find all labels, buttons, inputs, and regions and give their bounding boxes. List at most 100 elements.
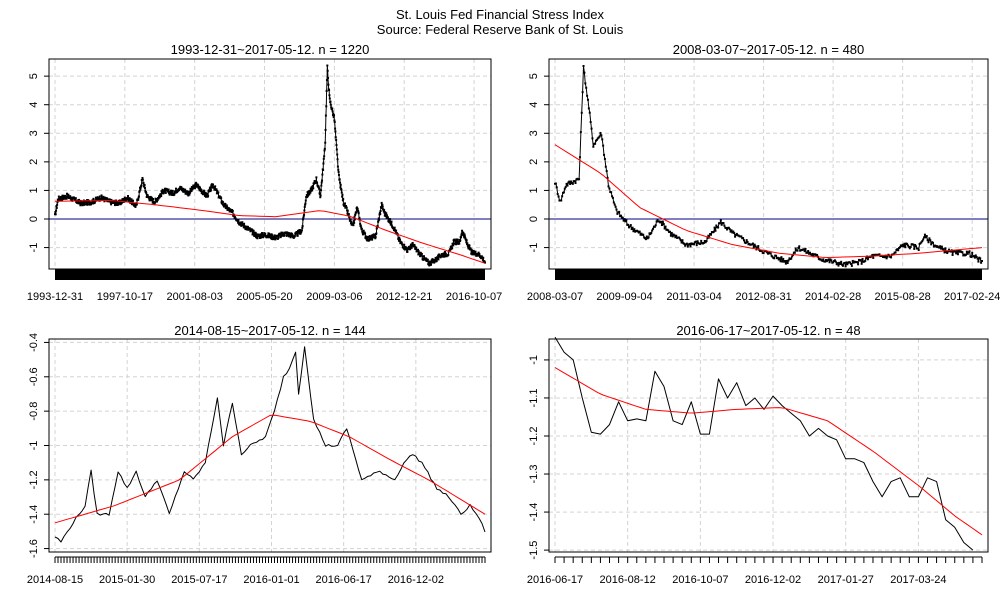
data-point [268,232,271,235]
data-point [569,183,572,186]
data-point [323,147,326,150]
data-point [108,198,111,201]
data-point [54,213,57,216]
data-point [209,190,212,193]
data-point [909,246,912,249]
data-point [803,250,806,253]
data-point [578,156,581,159]
data-point [194,182,197,185]
data-point [70,196,73,199]
data-point [83,203,86,206]
data-point [326,69,329,72]
data-point [80,200,83,203]
data-point [629,224,632,227]
data-point [303,209,306,212]
data-point [961,251,964,254]
data-point [300,231,303,234]
data-point [917,248,920,251]
data-point [742,237,745,240]
data-point [263,232,266,235]
data-point [215,188,218,191]
data-point [339,186,342,189]
y-tick-label: -1.2 [28,470,40,489]
data-point [669,234,672,237]
data-point [419,251,422,254]
data-point [302,216,305,219]
data-point [329,103,332,106]
data-point [117,202,120,205]
data-point [370,235,373,238]
data-point [128,198,131,201]
data-point [103,196,106,199]
data-point [277,234,280,237]
y-tick-label: -1 [528,355,540,365]
data-point [211,186,214,189]
data-point [286,231,289,234]
data-point [74,199,77,202]
y-tick-label: 3 [28,130,40,136]
data-point [236,218,239,221]
data-point [217,191,220,194]
data-point [705,240,708,243]
data-point [254,232,257,235]
data-point [974,254,977,257]
data-point [790,257,793,260]
data-point [422,255,425,258]
data-point [208,189,211,192]
data-point [615,208,618,211]
data-point [966,252,969,255]
data-point [146,195,149,198]
data-point [431,261,434,264]
data-point [358,216,361,219]
data-point [105,198,108,201]
data-point [248,227,251,230]
data-point [981,260,983,263]
data-point [193,184,196,187]
data-point [907,244,910,247]
data-point [776,256,779,259]
data-point [81,202,84,205]
data-point [360,227,363,230]
data-point [926,239,929,242]
data-point [143,187,146,190]
data-point [325,79,328,82]
data-point [61,199,64,202]
data-point [167,188,170,191]
data-point [802,248,805,251]
data-point [380,201,383,204]
y-tick-label: 1 [28,187,40,193]
data-point [381,205,384,208]
data-point [358,218,361,221]
data-point [144,189,147,192]
data-point [808,252,811,255]
data-point [337,173,340,176]
data-point [169,192,172,195]
x-tick-label: 2016-12-02 [745,574,801,586]
data-point [113,204,116,207]
data-point [603,153,606,156]
y-tick-label: -1.4 [528,503,540,522]
data-point [563,187,566,190]
data-point [395,232,398,235]
data-point [611,195,614,198]
data-point [608,187,611,190]
data-point [652,227,655,230]
data-point [74,197,77,200]
data-point [170,193,173,196]
data-point [418,251,421,254]
data-point [717,226,720,229]
x-tick-label: 2008-03-07 [527,291,583,303]
data-point [319,189,322,192]
data-point [110,198,113,201]
data-point [289,233,292,236]
data-point [62,197,65,200]
data-point [437,258,440,261]
data-point [385,212,388,215]
data-point [603,157,606,160]
data-point [939,247,942,250]
data-point [147,196,150,199]
data-point [571,182,574,185]
data-point [317,185,320,188]
data-point [681,239,684,242]
